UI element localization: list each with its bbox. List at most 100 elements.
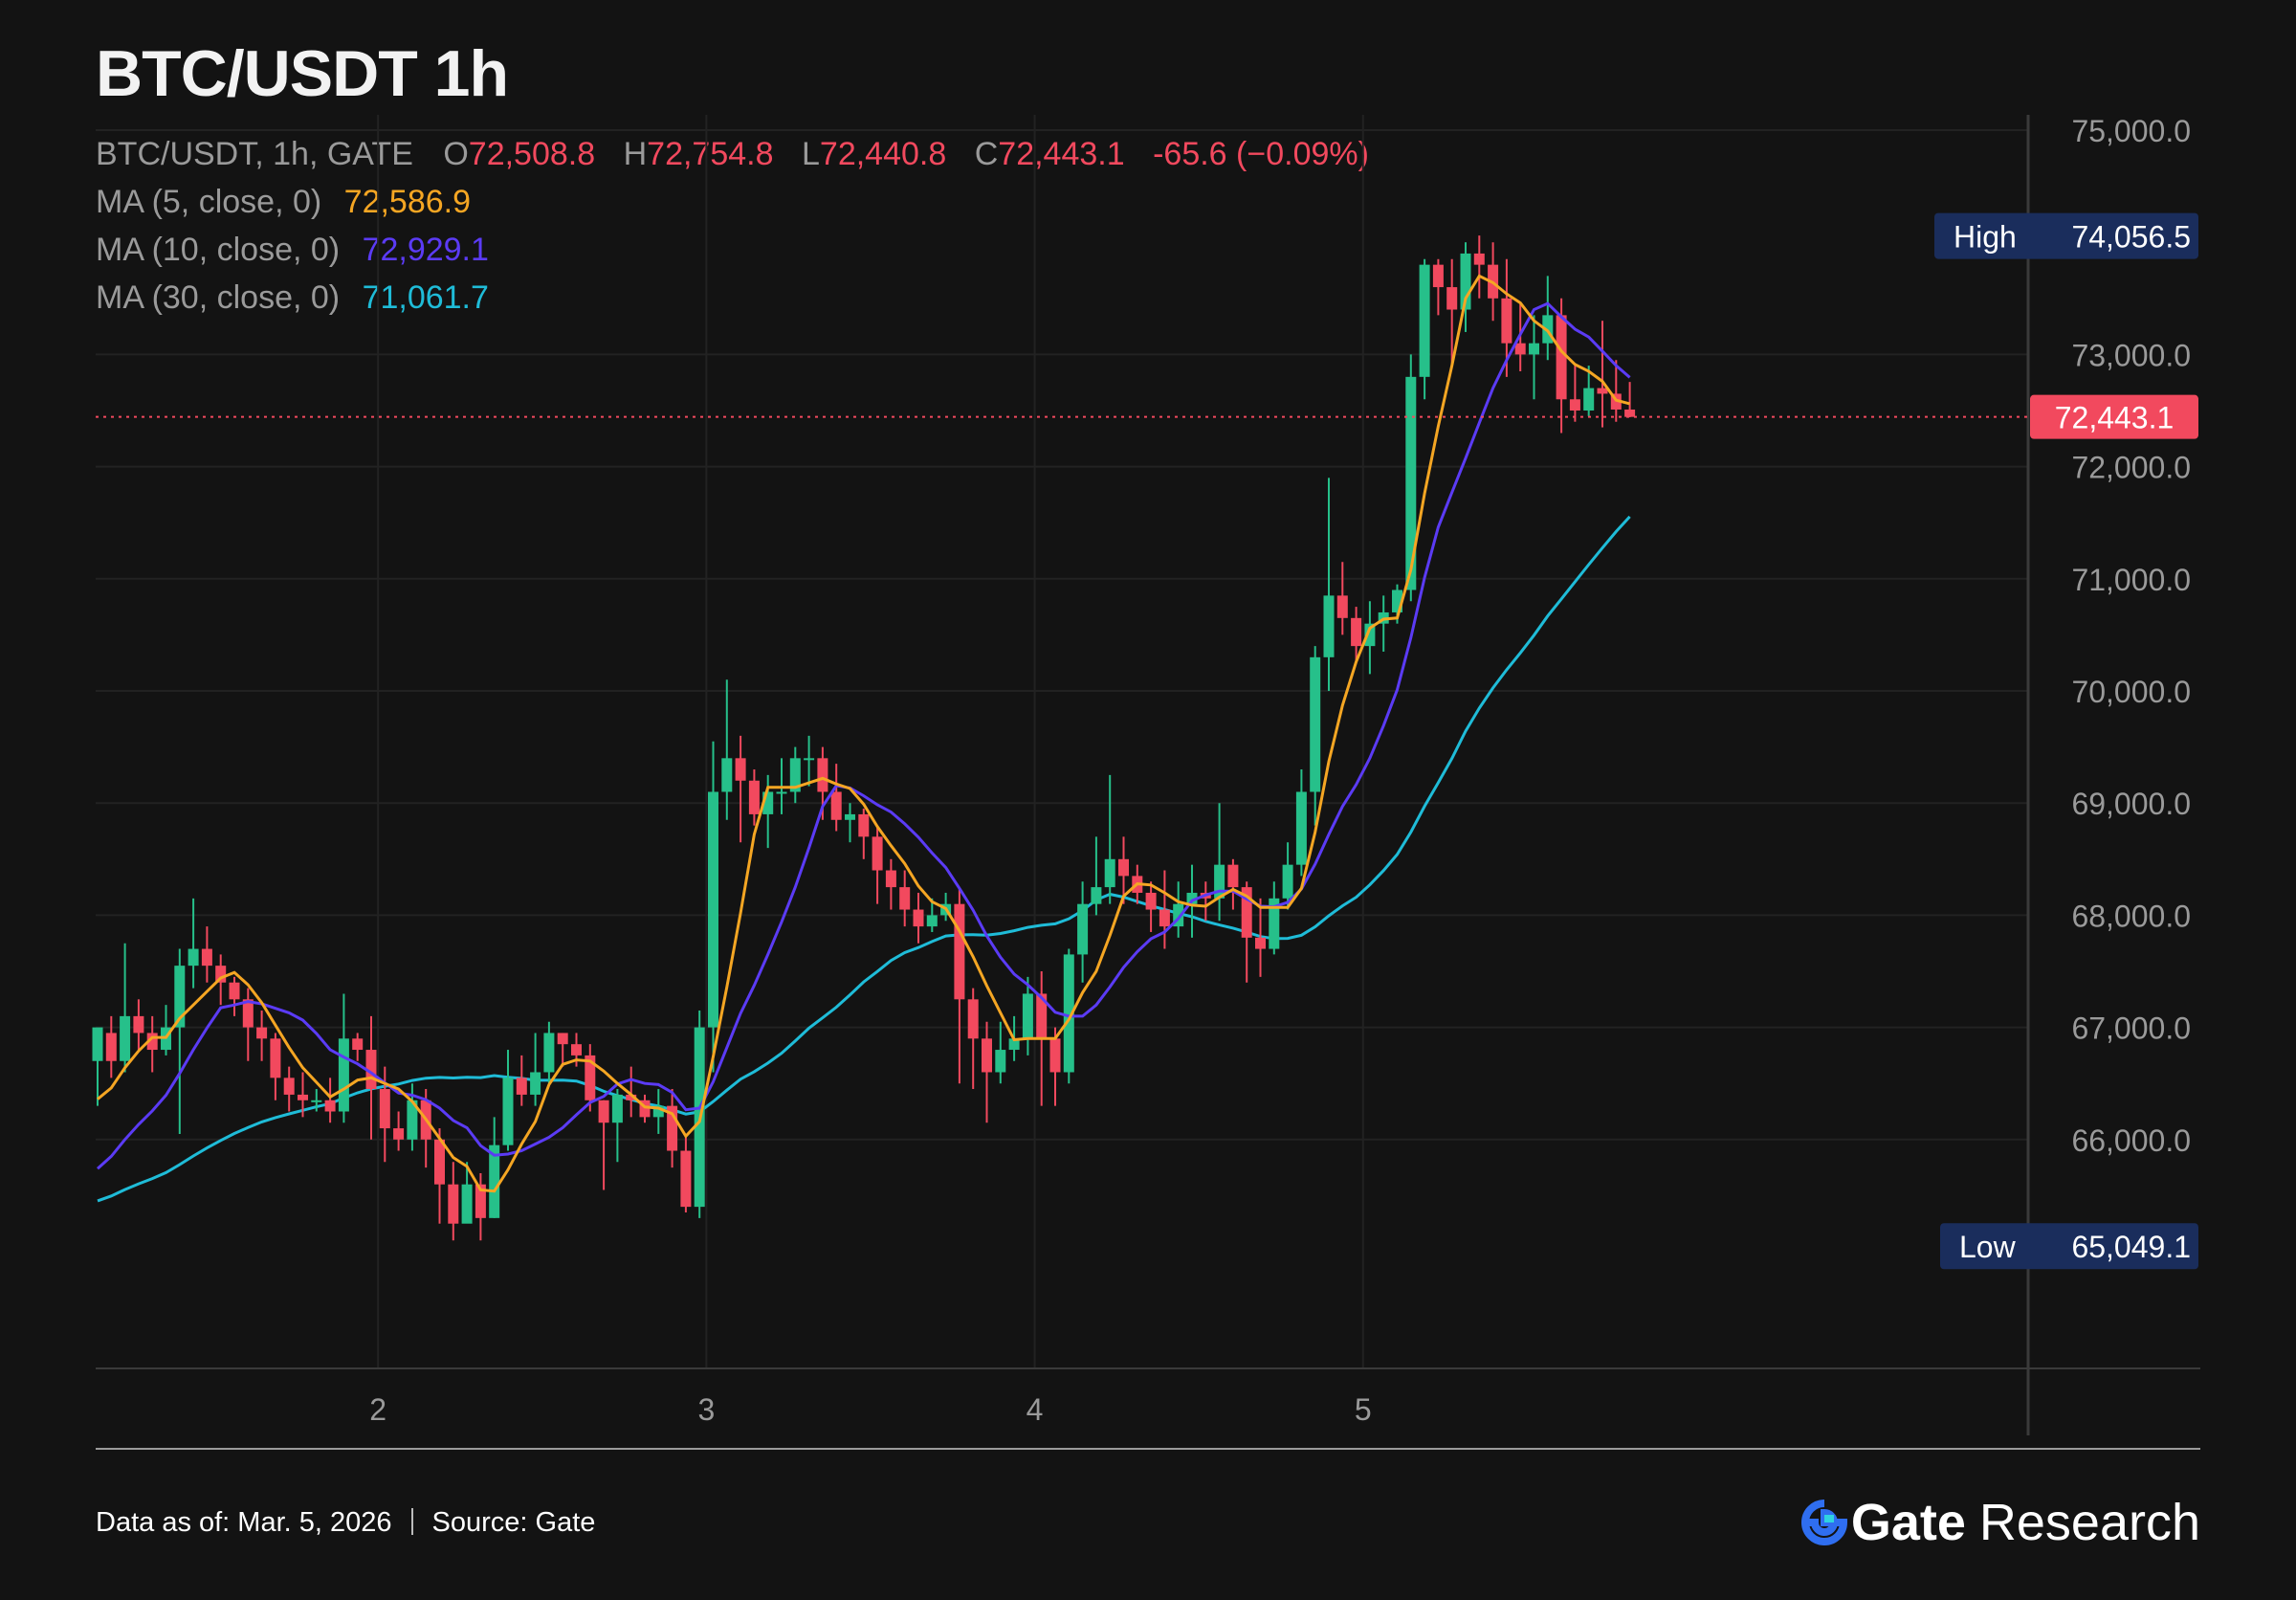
last-price-badge [2030,394,2198,439]
candle-body [571,1044,582,1056]
y-tick-label: 70,000.0 [2071,675,2191,709]
y-tick-label: 71,000.0 [2071,563,2191,597]
candle-body [1036,993,1048,1039]
high-badge-value: 74,056.5 [2071,220,2191,255]
candle-body [1419,264,1430,377]
high-badge-label: High [1954,220,2017,255]
gate-logo-icon [1800,1500,1847,1545]
ma10-value: 72,929.1 [362,232,489,268]
candle-body [1392,589,1402,612]
candle-body [1624,409,1636,417]
candle-body [858,813,870,837]
candle-body [543,1033,555,1073]
candle-body [1514,343,1526,355]
y-tick-label: 66,000.0 [2071,1123,2191,1158]
y-tick-label: 72,000.0 [2071,451,2191,485]
candle-body [1529,343,1539,355]
y-tick-label: 75,000.0 [2071,114,2191,148]
candle-body [502,1078,514,1145]
low-label: L [801,136,820,172]
candle-body [1077,903,1089,955]
candle-body [1145,892,1157,910]
candle-body [120,1015,131,1061]
candle-body [270,1038,281,1078]
last-price-label: 72,443.1 [2055,401,2175,435]
change-value: -65.6 (−0.09%) [1153,136,1369,172]
candle-body [1118,858,1129,877]
candle-body [516,1078,527,1095]
candle-body [748,780,760,814]
candle-body [872,836,883,871]
symbol-label: BTC/USDT, 1h, GATE [96,136,413,172]
grid-lines [96,115,2028,1368]
candle-body [298,1094,308,1100]
ma5-line [97,274,1630,1193]
candle-body [1501,298,1512,344]
candle-body [585,1055,596,1100]
candle-body [804,758,815,761]
candle-body [1269,898,1280,949]
candle-body [639,1100,651,1118]
candle-body [242,999,254,1028]
footer-separator [410,1508,413,1535]
y-tick-label: 68,000.0 [2071,899,2191,933]
ma30-value: 71,061.7 [362,279,489,316]
data-as-of: Data as of: Mar. 5, 2026 [96,1507,392,1538]
ma-line-layer [96,274,1631,1193]
candle-body [1556,315,1567,400]
candle-body [201,948,212,967]
candle-body [1473,253,1485,265]
candle-body [338,1038,349,1112]
candle-body [1214,864,1225,899]
high-badge [1934,212,2198,259]
candle-body [1173,903,1184,927]
candle-body [188,948,199,967]
open-label: O [443,136,469,172]
candle-body [92,1027,103,1061]
candle-body [913,909,924,927]
candle-body [721,758,733,792]
candle-body [708,791,718,1028]
ma10-label: MA (10, close, 0) [96,232,341,268]
brand-gate: Gate [1850,1494,1966,1551]
candle-body [626,1094,637,1100]
ma5-legend: MA (5, close, 0) 72,586.9 [96,184,471,221]
low-badge-value: 65,049.1 [2071,1230,2191,1264]
low-badge [1940,1223,2198,1270]
candle-body [611,1094,623,1123]
candle-body [967,999,979,1039]
source-label: Source: Gate [431,1507,596,1538]
ohlc-legend: BTC/USDT, 1h, GATE O72,508.8 H72,754.8 L… [96,136,1369,173]
candle-body [845,813,855,820]
high-label: H [623,136,648,172]
candle-body [407,1100,418,1140]
candle-body [1295,791,1307,865]
candle-body [379,1089,390,1129]
candle-body [1323,595,1335,657]
close-value: 72,443.1 [998,136,1125,172]
y-tick-label: 67,000.0 [2071,1011,2191,1046]
candle-body [1310,656,1321,792]
price-badges: 72,443.1 High 74,056.5 Low 65,049.1 [96,212,2198,1270]
candle-body [283,1078,295,1095]
candle-body [926,915,938,927]
candle-body [1241,887,1252,938]
candle-body [434,1139,445,1185]
footer-source: Data as of: Mar. 5, 2026 Source: Gate [96,1507,595,1539]
candle-body [1049,1038,1061,1073]
candle-body [789,758,801,792]
candle-body [1351,617,1362,647]
x-tick-label: 3 [697,1392,715,1427]
candle-body [256,1027,268,1039]
ma10-line [96,301,1631,1170]
candle-body [229,982,240,1000]
candle-body [215,966,227,983]
candle-body [954,903,965,1000]
candle-body [776,791,787,794]
y-tick-label: 73,000.0 [2071,338,2191,372]
candle-body [393,1128,405,1140]
candle-body [652,1105,664,1118]
x-tick-label: 2 [369,1392,386,1427]
candle-body [1008,1038,1020,1051]
